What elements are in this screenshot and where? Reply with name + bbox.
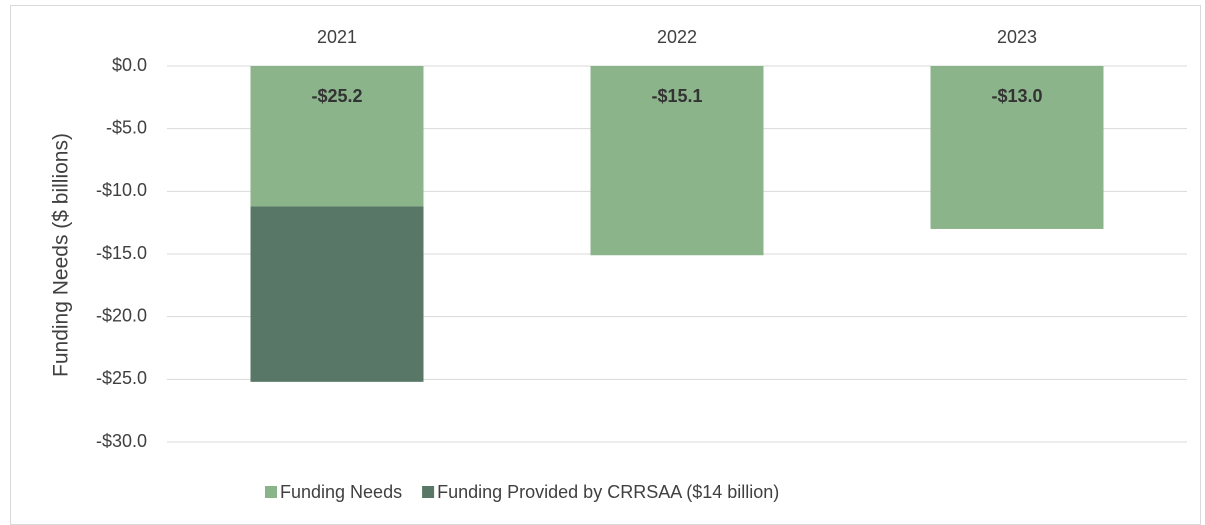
y-tick-label: -$30.0 (96, 431, 147, 451)
y-tick-label: $0.0 (112, 55, 147, 75)
legend-swatch (422, 486, 435, 498)
y-tick-label: -$15.0 (96, 243, 147, 263)
bar-segment (250, 206, 424, 382)
y-tick-label: -$5.0 (106, 117, 147, 137)
legend-swatch (265, 486, 277, 498)
data-label: -$13.0 (991, 86, 1042, 106)
x-tick-label: 2021 (317, 27, 357, 47)
bar-segment (250, 66, 424, 207)
x-tick-label: 2023 (997, 27, 1037, 47)
y-tick-label: -$25.0 (96, 368, 147, 388)
legend-label: Funding Provided by CRRSAA ($14 billion) (437, 482, 779, 502)
bar-segment (930, 66, 1104, 229)
x-tick-label: 2022 (657, 27, 697, 47)
legend-label: Funding Needs (280, 482, 402, 502)
bar-segment (590, 66, 764, 256)
y-tick-label: -$10.0 (96, 180, 147, 200)
y-axis-label: Funding Needs ($ billions) (50, 133, 73, 377)
y-tick-label: -$20.0 (96, 305, 147, 325)
data-label: -$25.2 (311, 86, 362, 106)
data-label: -$15.1 (651, 86, 702, 106)
